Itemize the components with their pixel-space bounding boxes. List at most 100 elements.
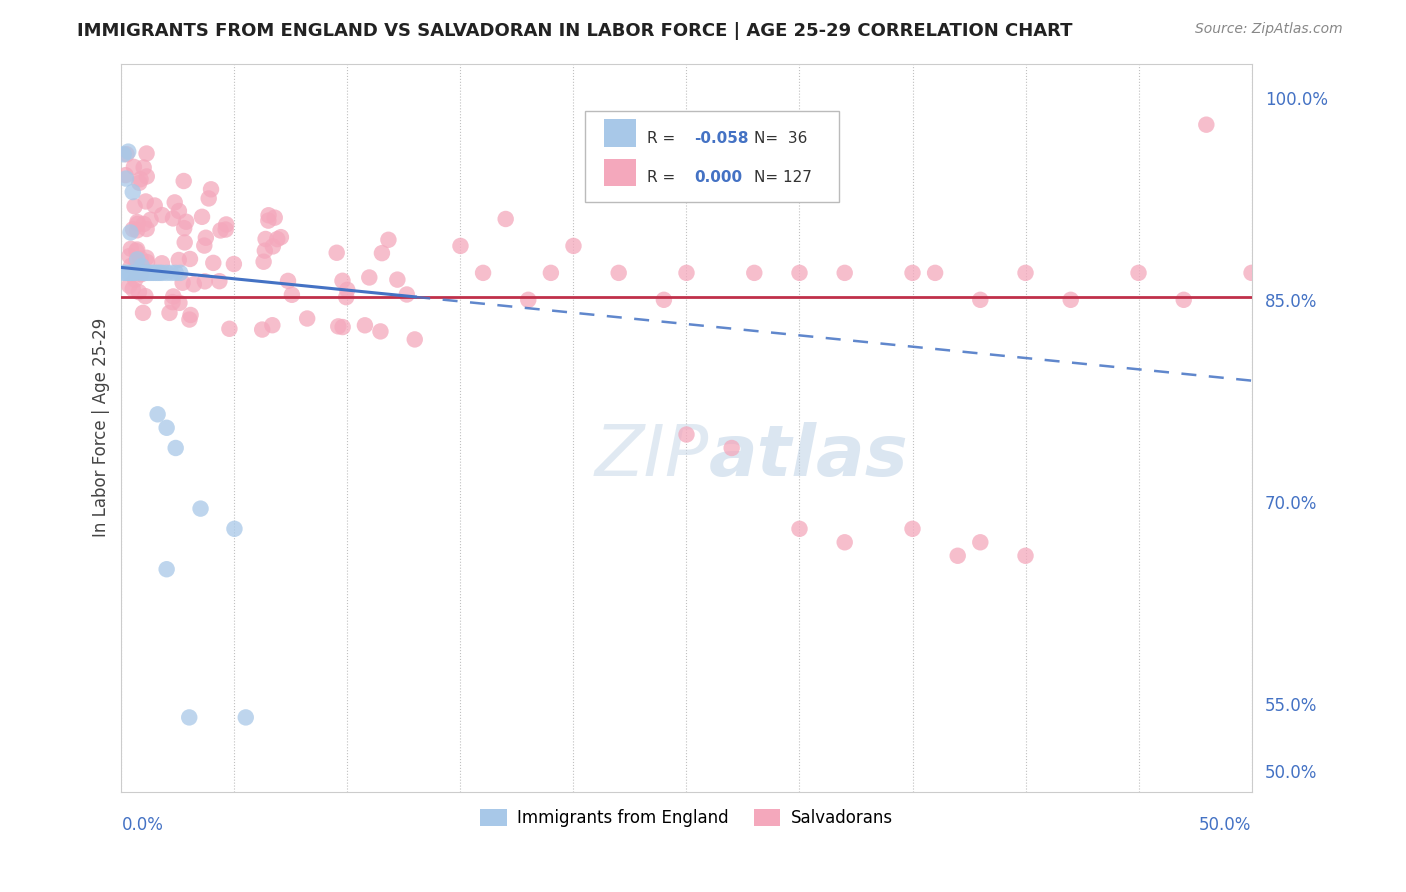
Point — [1240, 266, 1263, 280]
Text: 50.0%: 50.0% — [1199, 816, 1251, 834]
Point — [270, 230, 292, 244]
Point — [262, 318, 284, 333]
Point — [277, 274, 299, 288]
Text: 0.0%: 0.0% — [121, 816, 163, 834]
Point — [124, 199, 146, 213]
Point — [169, 296, 191, 310]
Point — [194, 274, 217, 288]
Point — [173, 235, 195, 250]
Point — [495, 211, 517, 226]
Point — [139, 212, 162, 227]
Point — [128, 176, 150, 190]
Point — [127, 217, 149, 231]
Point — [675, 266, 697, 280]
Point — [607, 266, 630, 280]
Point — [335, 290, 357, 304]
Point — [179, 252, 201, 266]
Text: N=  36: N= 36 — [754, 131, 807, 146]
Point — [359, 270, 381, 285]
Point — [120, 242, 142, 256]
Point — [946, 549, 969, 563]
Point — [115, 171, 138, 186]
Point — [202, 256, 225, 270]
Point — [125, 244, 148, 258]
Point — [146, 266, 169, 280]
Point — [165, 441, 187, 455]
Point — [127, 215, 149, 229]
Legend: Immigrants from England, Salvadorans: Immigrants from England, Salvadorans — [474, 803, 900, 834]
Point — [1014, 549, 1036, 563]
Point — [131, 259, 153, 273]
Point — [128, 266, 150, 280]
Point — [834, 266, 856, 280]
Point — [253, 244, 276, 258]
Point — [1128, 266, 1150, 280]
Point — [720, 441, 742, 455]
Point — [354, 318, 377, 333]
Text: R =: R = — [647, 170, 681, 186]
Point — [222, 257, 245, 271]
Point — [121, 185, 143, 199]
Point — [132, 217, 155, 231]
Point — [132, 161, 155, 175]
Point — [135, 222, 157, 236]
Point — [135, 146, 157, 161]
Point — [901, 522, 924, 536]
Point — [128, 285, 150, 299]
Point — [134, 289, 156, 303]
Point — [193, 238, 215, 252]
Point — [266, 232, 288, 246]
Point — [295, 311, 318, 326]
Text: 0.000: 0.000 — [695, 170, 742, 186]
Point — [120, 226, 142, 240]
Point — [517, 293, 540, 307]
Point — [200, 182, 222, 196]
Point — [332, 274, 354, 288]
Point — [127, 252, 149, 267]
Point — [159, 306, 181, 320]
Point — [112, 147, 135, 161]
Point — [138, 266, 160, 280]
Point — [167, 204, 190, 219]
Point — [165, 266, 187, 280]
Text: N= 127: N= 127 — [754, 170, 813, 186]
Point — [121, 282, 143, 296]
Point — [472, 266, 495, 280]
Point — [117, 266, 139, 280]
Point — [1014, 266, 1036, 280]
Point — [183, 277, 205, 292]
Point — [150, 208, 173, 222]
Point — [162, 289, 184, 303]
Point — [209, 223, 232, 237]
Point — [162, 295, 184, 310]
Point — [173, 174, 195, 188]
Point — [215, 222, 238, 236]
Y-axis label: In Labor Force | Age 25-29: In Labor Force | Age 25-29 — [93, 318, 110, 537]
Point — [235, 710, 257, 724]
Point — [132, 266, 155, 280]
Text: Source: ZipAtlas.com: Source: ZipAtlas.com — [1195, 22, 1343, 37]
Point — [191, 210, 214, 224]
Point — [127, 223, 149, 237]
Point — [169, 266, 191, 280]
Point — [262, 239, 284, 253]
Text: ZIP: ZIP — [595, 423, 709, 491]
Text: IMMIGRANTS FROM ENGLAND VS SALVADORAN IN LABOR FORCE | AGE 25-29 CORRELATION CHA: IMMIGRANTS FROM ENGLAND VS SALVADORAN IN… — [77, 22, 1073, 40]
Point — [127, 243, 149, 257]
Point — [395, 287, 418, 301]
Point — [254, 232, 277, 246]
Point — [540, 266, 562, 280]
Point — [404, 333, 426, 347]
Point — [129, 252, 152, 266]
Point — [450, 239, 472, 253]
Point — [143, 198, 166, 212]
Point — [172, 276, 194, 290]
Point — [174, 215, 197, 229]
Point — [132, 306, 155, 320]
Point — [156, 266, 179, 280]
Point — [114, 168, 136, 182]
Point — [179, 710, 201, 724]
Point — [135, 251, 157, 265]
Point — [129, 268, 152, 282]
Point — [652, 293, 675, 307]
